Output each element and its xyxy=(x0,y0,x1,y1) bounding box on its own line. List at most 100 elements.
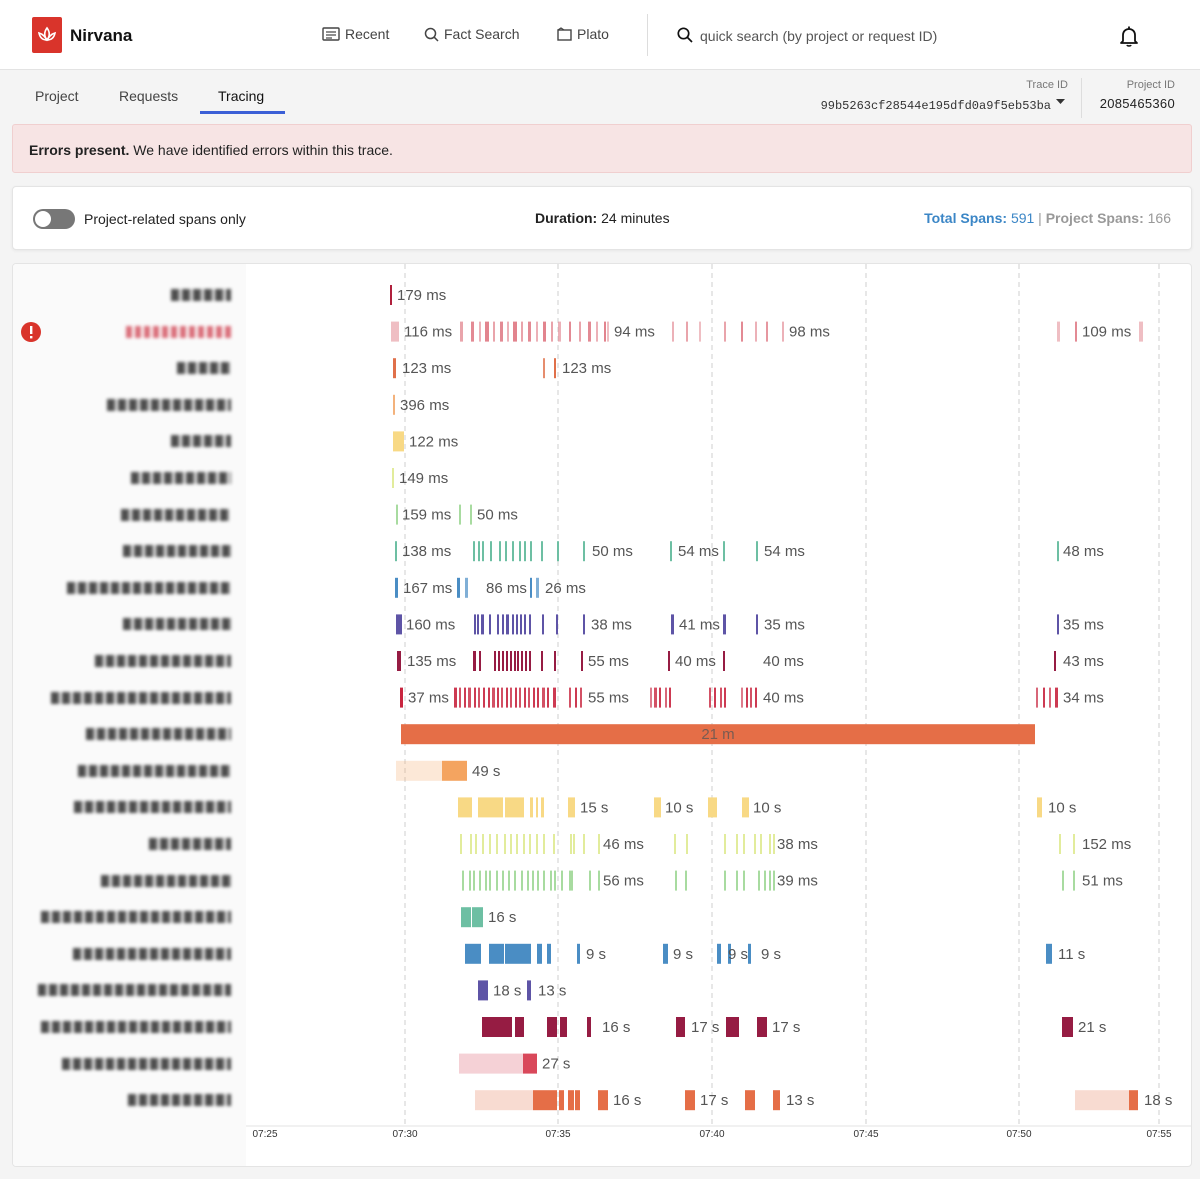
span-bar[interactable] xyxy=(523,834,525,854)
span-bar[interactable] xyxy=(557,541,559,562)
span-bar[interactable] xyxy=(393,394,395,415)
nav-plato[interactable]: Plato xyxy=(557,26,609,42)
span-bar[interactable] xyxy=(536,834,538,854)
span-bar[interactable] xyxy=(714,687,716,708)
span-bar[interactable] xyxy=(473,541,475,562)
span-bar[interactable] xyxy=(393,358,396,379)
span-bar[interactable] xyxy=(515,687,517,708)
span-bar[interactable] xyxy=(543,321,546,342)
span-bar[interactable] xyxy=(750,687,752,708)
span-bar[interactable] xyxy=(758,870,760,891)
span-bar[interactable] xyxy=(473,870,475,891)
span-name-redacted[interactable] xyxy=(41,911,231,924)
span-bar[interactable] xyxy=(496,870,498,891)
span-bar[interactable] xyxy=(686,834,688,854)
span-bar[interactable] xyxy=(485,870,487,891)
span-bar[interactable] xyxy=(542,614,544,635)
span-bar[interactable] xyxy=(559,1090,564,1111)
span-bar[interactable] xyxy=(533,687,535,708)
span-name-redacted[interactable] xyxy=(51,691,231,704)
span-bar[interactable] xyxy=(650,687,652,708)
span-bar[interactable] xyxy=(390,285,392,305)
span-bar[interactable] xyxy=(473,651,476,671)
span-bar[interactable] xyxy=(1062,1017,1073,1037)
span-bar[interactable] xyxy=(529,651,531,671)
span-bar[interactable] xyxy=(583,834,585,854)
span-bar[interactable] xyxy=(1073,834,1075,854)
span-bar[interactable] xyxy=(530,577,532,598)
span-bar[interactable] xyxy=(764,870,766,891)
span-bar[interactable] xyxy=(757,1017,767,1037)
project-spans-toggle[interactable] xyxy=(33,209,75,229)
span-bar[interactable] xyxy=(478,980,488,1001)
span-bar[interactable] xyxy=(465,577,468,598)
span-bar[interactable] xyxy=(521,651,523,671)
span-bar[interactable] xyxy=(478,797,503,818)
span-bar[interactable] xyxy=(507,321,509,342)
span-bar[interactable] xyxy=(469,870,471,891)
span-bar[interactable] xyxy=(462,870,464,891)
span-bar[interactable] xyxy=(515,1017,524,1037)
nav-recent[interactable]: Recent xyxy=(322,26,389,42)
span-bar[interactable] xyxy=(505,943,531,964)
span-bar[interactable] xyxy=(769,834,771,854)
span-bar[interactable] xyxy=(457,577,460,598)
span-bar[interactable] xyxy=(756,541,758,562)
span-bar[interactable] xyxy=(742,797,749,818)
span-bar[interactable] xyxy=(474,687,476,708)
span-bar[interactable] xyxy=(568,797,575,818)
span-bar[interactable] xyxy=(493,321,495,342)
span-bar[interactable] xyxy=(485,321,489,342)
span-bar[interactable] xyxy=(519,687,521,708)
span-bar[interactable] xyxy=(668,651,670,671)
span-bar[interactable] xyxy=(654,797,661,818)
span-bar[interactable] xyxy=(556,614,558,635)
span-bar[interactable] xyxy=(396,614,402,635)
span-bar[interactable] xyxy=(1057,321,1060,342)
span-bar[interactable] xyxy=(536,577,539,598)
span-bar[interactable] xyxy=(598,870,600,891)
span-bar[interactable] xyxy=(736,870,738,891)
span-bar[interactable] xyxy=(583,614,585,635)
span-bar[interactable] xyxy=(709,687,711,708)
span-bar[interactable] xyxy=(502,651,504,671)
span-bar[interactable] xyxy=(659,687,661,708)
span-bar[interactable] xyxy=(482,1017,512,1037)
span-bar[interactable] xyxy=(471,321,474,342)
span-bar[interactable] xyxy=(514,870,516,891)
span-name-redacted[interactable] xyxy=(67,581,231,594)
span-bar[interactable] xyxy=(598,834,600,854)
span-bar[interactable] xyxy=(674,834,676,854)
span-bar[interactable] xyxy=(530,541,532,562)
span-bar[interactable] xyxy=(743,834,745,854)
span-bar[interactable] xyxy=(500,321,503,342)
span-bar[interactable] xyxy=(499,541,501,562)
span-bar[interactable] xyxy=(669,687,671,708)
span-bar[interactable] xyxy=(551,321,553,342)
span-bar[interactable] xyxy=(543,870,545,891)
span-bar[interactable] xyxy=(525,651,527,671)
span-bar[interactable] xyxy=(505,797,524,818)
span-bar[interactable] xyxy=(502,870,504,891)
span-bar[interactable] xyxy=(568,1090,574,1111)
span-bar[interactable] xyxy=(741,687,743,708)
span-name-redacted[interactable] xyxy=(128,1094,231,1107)
tab-requests[interactable]: Requests xyxy=(119,88,179,104)
span-bar[interactable] xyxy=(475,834,477,854)
span-bar[interactable] xyxy=(553,834,555,854)
span-bar[interactable] xyxy=(654,687,657,708)
span-name-redacted[interactable] xyxy=(95,655,231,667)
span-bar[interactable] xyxy=(506,651,508,671)
span-bar[interactable] xyxy=(550,870,552,891)
span-bar[interactable] xyxy=(728,943,731,964)
span-bar[interactable] xyxy=(1129,1090,1138,1111)
span-bar[interactable] xyxy=(510,687,512,708)
span-bar[interactable] xyxy=(723,541,725,562)
span-bar[interactable] xyxy=(523,1053,537,1074)
span-bar[interactable] xyxy=(748,943,751,964)
span-bar[interactable] xyxy=(400,687,403,708)
span-bar[interactable] xyxy=(554,870,556,891)
span-bar[interactable] xyxy=(532,870,534,891)
span-bar[interactable] xyxy=(494,651,496,671)
span-bar[interactable] xyxy=(514,651,516,671)
